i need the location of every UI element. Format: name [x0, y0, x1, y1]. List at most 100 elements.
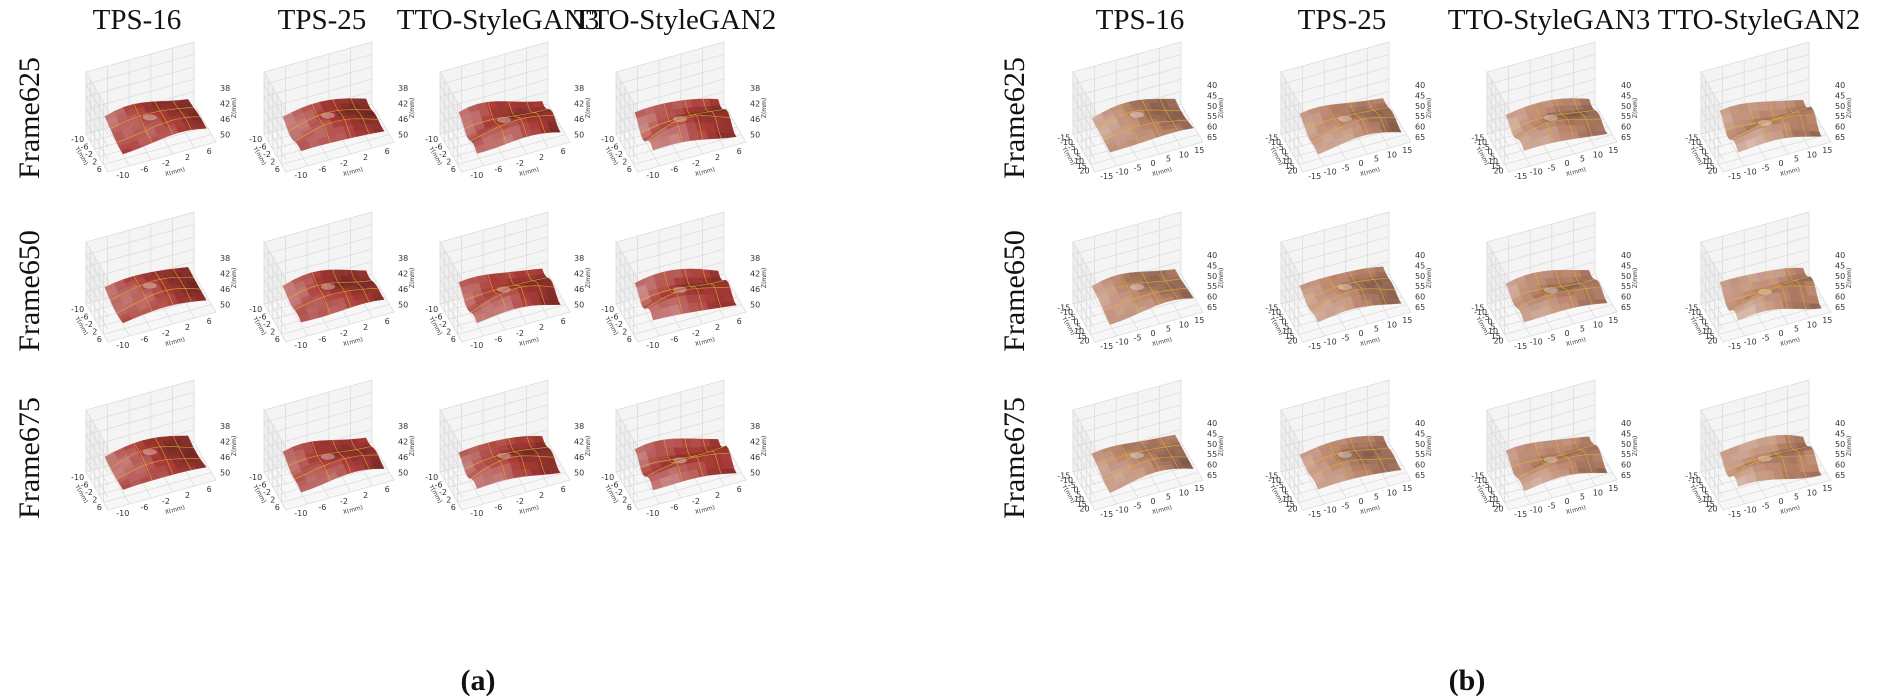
- x-tick-label: -10: [470, 171, 483, 180]
- surface-plot: -15 -10 -5 0 5 10 15-15-10-5051015204045505560…: [1057, 41, 1225, 181]
- y-tick-label: 5: [1704, 490, 1709, 499]
- z-tick-label: 46: [398, 453, 408, 462]
- x-tick-label: 6: [737, 485, 742, 494]
- z-tick-label: 45: [1621, 262, 1631, 271]
- z-tick-label: 42: [220, 269, 230, 278]
- y-tick-label: -10: [71, 305, 84, 314]
- y-tick-label: -5: [1068, 481, 1076, 490]
- x-tick-label: 2: [539, 491, 544, 500]
- x-tick-label: -5: [1762, 501, 1770, 510]
- y-tick-label: -10: [1268, 308, 1281, 317]
- y-tick-label: 15: [1077, 500, 1087, 509]
- x-tick-label: -6: [318, 335, 326, 344]
- x-tick-label: -6: [140, 335, 148, 344]
- x-tick-label: -2: [692, 329, 700, 338]
- z-tick-label: 40: [1621, 419, 1631, 428]
- y-tick-label: -2: [439, 150, 447, 159]
- z-tick-label: 60: [1621, 461, 1631, 470]
- y-tick-label: 6: [627, 335, 632, 344]
- x-tick-label: -2: [162, 329, 170, 338]
- x-tick-label: -5: [1134, 501, 1142, 510]
- y-tick-label: 5: [1076, 152, 1081, 161]
- z-tick-label: 50: [1621, 440, 1631, 449]
- x-tick-label: -10: [1530, 338, 1543, 347]
- z-tick-label: 55: [1207, 112, 1217, 121]
- y-tick-label: 2: [270, 496, 275, 505]
- column-title: TPS-16: [92, 4, 182, 36]
- y-tick-label: 5: [1704, 322, 1709, 331]
- y-tick-label: 2: [446, 328, 451, 337]
- row-label: Frame625: [998, 57, 1031, 179]
- x-tick-label: -10: [1530, 506, 1543, 515]
- y-tick-label: -2: [615, 150, 623, 159]
- y-tick-label: 6: [451, 503, 456, 512]
- y-tick-label: 6: [451, 165, 456, 174]
- x-tick-label: 15: [1608, 146, 1618, 155]
- x-tick-label: -10: [294, 341, 307, 350]
- z-tick-label: 50: [220, 130, 230, 139]
- y-tick-label: -10: [1268, 476, 1281, 485]
- x-tick-label: 6: [385, 147, 390, 156]
- x-tick-label: 10: [1387, 150, 1397, 159]
- x-tick-label: -10: [1744, 338, 1757, 347]
- z-tick-label: 46: [750, 115, 760, 124]
- panel-a: TPS-16 TPS-25 TTO-StyleGAN3 TTO-StyleGAN…: [13, 4, 777, 697]
- surface-plot: -10-6-226-10-6-22638424650X(mm)Y(mm)Z(mm…: [601, 41, 768, 180]
- z-tick-label: 46: [220, 285, 230, 294]
- y-tick-label: -10: [601, 473, 614, 482]
- z-tick-label: 46: [750, 285, 760, 294]
- x-tick-label: 5: [1794, 155, 1799, 164]
- z-tick-label: 50: [398, 130, 408, 139]
- x-tick-label: 6: [561, 147, 566, 156]
- y-tick-label: -5: [1276, 313, 1284, 322]
- z-tick-label: 40: [1415, 81, 1425, 90]
- z-tick-label: 40: [1207, 419, 1217, 428]
- x-tick-label: -2: [340, 329, 348, 338]
- surface-plot: -10-6-226-10-6-22638424650X(mm)Y(mm)Z(mm…: [249, 211, 416, 350]
- panel-caption: (b): [1448, 664, 1486, 697]
- y-tick-label: 10: [1282, 327, 1292, 336]
- x-tick-label: -2: [692, 497, 700, 506]
- x-tick-label: 2: [185, 323, 190, 332]
- x-tick-label: 0: [1564, 329, 1569, 338]
- x-tick-label: 10: [1179, 488, 1189, 497]
- y-tick-label: 0: [1702, 486, 1707, 495]
- y-tick-label: 20: [1493, 167, 1503, 176]
- x-tick-label: 10: [1387, 320, 1397, 329]
- y-tick-label: 20: [1707, 167, 1717, 176]
- x-tick-label: -10: [646, 171, 659, 180]
- y-tick-label: -5: [1276, 481, 1284, 490]
- y-tick-label: 0: [1282, 148, 1287, 157]
- y-tick-label: 0: [1074, 318, 1079, 327]
- z-tick-label: 55: [1835, 282, 1845, 291]
- surface-plot: -10-6-226-10-6-22638424650X(mm)Y(mm)Z(mm…: [425, 41, 592, 180]
- y-tick-label: -15: [1265, 471, 1278, 480]
- y-tick-label: 15: [1491, 332, 1501, 341]
- x-tick-label: -15: [1308, 172, 1321, 181]
- x-tick-label: 0: [1778, 497, 1783, 506]
- z-tick-label: 50: [1415, 102, 1425, 111]
- z-tick-label: 65: [1621, 471, 1631, 480]
- z-tick-label: 45: [1415, 262, 1425, 271]
- y-tick-label: 15: [1491, 500, 1501, 509]
- z-tick-label: 50: [1835, 102, 1845, 111]
- z-tick-label: 65: [1207, 303, 1217, 312]
- x-tick-label: -10: [294, 171, 307, 180]
- surface-plot: -15 -10 -5 0 5 10 15-15-10-5051015204045505560…: [1057, 211, 1225, 351]
- z-tick-label: 46: [398, 115, 408, 124]
- z-tick-label: 50: [1207, 440, 1217, 449]
- x-tick-label: -10: [1116, 506, 1129, 515]
- row-label: Frame675: [13, 397, 46, 519]
- y-tick-label: -2: [263, 150, 271, 159]
- z-tick-label: 50: [1207, 272, 1217, 281]
- z-tick-label: 45: [1621, 92, 1631, 101]
- y-tick-label: 0: [1488, 486, 1493, 495]
- x-tick-label: -2: [162, 497, 170, 506]
- y-tick-label: -10: [249, 473, 262, 482]
- x-tick-label: -2: [162, 159, 170, 168]
- z-tick-label: 46: [398, 285, 408, 294]
- y-tick-label: 20: [1287, 505, 1297, 514]
- z-axis-label: Z(mm): [231, 436, 238, 456]
- column-title: TTO-StyleGAN2: [573, 4, 777, 36]
- y-tick-label: 20: [1493, 505, 1503, 514]
